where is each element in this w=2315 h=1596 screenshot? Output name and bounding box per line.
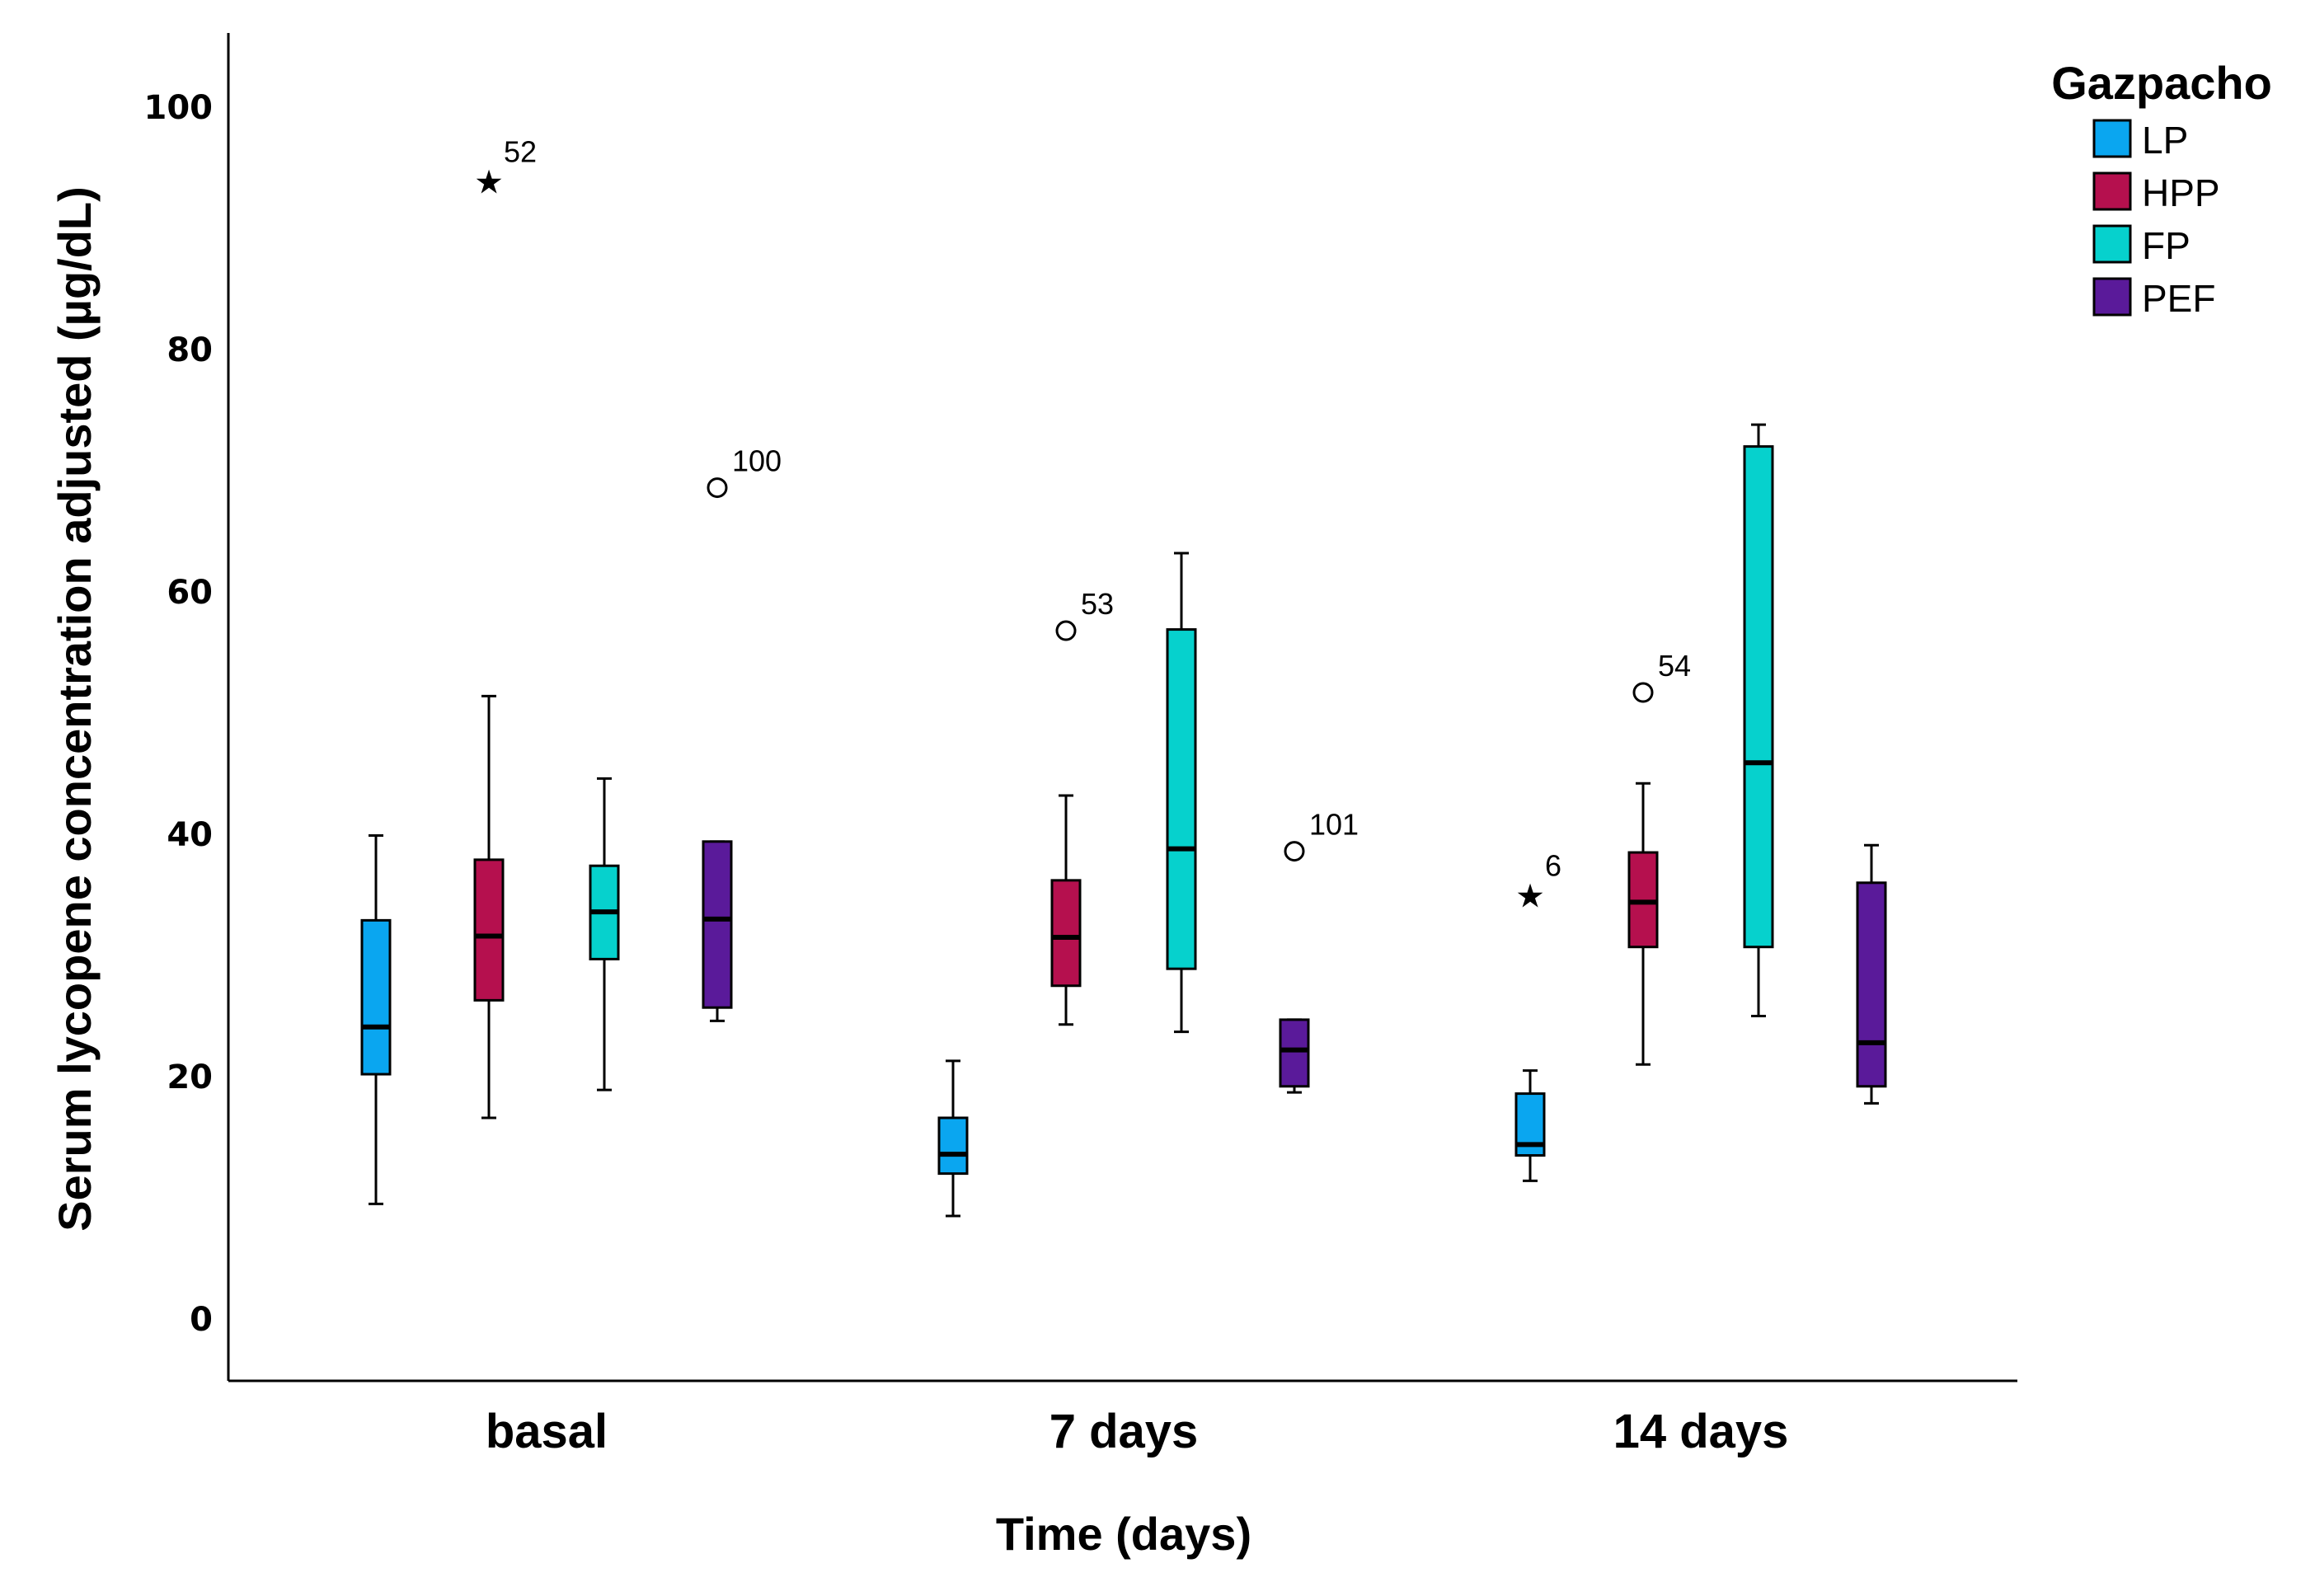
y-tick-label: 40 bbox=[167, 816, 213, 854]
box-rect bbox=[1743, 445, 1774, 949]
box-rect bbox=[1856, 881, 1887, 1088]
box-FP-0 bbox=[589, 777, 620, 1091]
legend-swatch-HPP bbox=[2092, 171, 2132, 211]
box-FP-2 bbox=[1743, 423, 1774, 1017]
box-LP-1 bbox=[937, 1059, 969, 1218]
y-tick-label: 0 bbox=[190, 1301, 213, 1339]
box-PEF-2 bbox=[1856, 843, 1887, 1105]
legend-swatch-LP bbox=[2092, 119, 2132, 158]
y-axis-ticks: 0 20 40 60 80 100 bbox=[144, 89, 214, 1339]
x-category-label: 14 days bbox=[1613, 1405, 1789, 1458]
legend-swatch-FP bbox=[2092, 224, 2132, 264]
box-rect bbox=[1166, 628, 1197, 970]
x-category-label: basal bbox=[486, 1405, 608, 1458]
outlier-circle-marker bbox=[1055, 620, 1077, 641]
outlier-label: 53 bbox=[1081, 587, 1114, 621]
legend: Gazpacho LP HPP FP PEF bbox=[2051, 57, 2272, 320]
outlier-star-marker: ★ bbox=[474, 164, 504, 202]
box-rect bbox=[473, 858, 505, 1002]
outlier-label: 100 bbox=[732, 444, 782, 478]
outlier-label: 101 bbox=[1309, 808, 1359, 842]
y-tick-label: 80 bbox=[167, 331, 213, 369]
outlier-star-marker: ★ bbox=[1515, 878, 1545, 916]
y-tick-label: 20 bbox=[167, 1059, 213, 1096]
outlier-label: 52 bbox=[504, 135, 537, 169]
box-LP-2: ★6 bbox=[1514, 849, 1561, 1182]
box-rect bbox=[1279, 1018, 1310, 1088]
box-rect bbox=[1050, 879, 1082, 988]
box-rect bbox=[937, 1116, 969, 1176]
x-category-label: 7 days bbox=[1049, 1405, 1199, 1458]
box-PEF-0: 100 bbox=[702, 444, 782, 1022]
box-rect bbox=[702, 840, 733, 1009]
box-HPP-1: 53 bbox=[1050, 587, 1114, 1026]
box-rect bbox=[360, 918, 392, 1076]
box-LP-0 bbox=[360, 833, 392, 1205]
legend-swatch-PEF bbox=[2092, 277, 2132, 317]
axes bbox=[227, 33, 2017, 1382]
box-PEF-1: 101 bbox=[1279, 808, 1359, 1094]
legend-label-FP: FP bbox=[2142, 224, 2191, 267]
box-HPP-0: ★52 bbox=[473, 135, 537, 1120]
outlier-label: 6 bbox=[1545, 849, 1561, 883]
box-HPP-2: 54 bbox=[1627, 649, 1691, 1066]
legend-title: Gazpacho bbox=[2051, 57, 2272, 109]
outlier-label: 54 bbox=[1658, 649, 1691, 683]
x-axis-categories: basal 7 days 14 days bbox=[486, 1405, 1789, 1458]
legend-label-PEF: PEF bbox=[2142, 277, 2215, 320]
outlier-circle-marker bbox=[707, 477, 728, 499]
y-axis-title: Serum lycopene concentration adjusted (µ… bbox=[49, 186, 101, 1232]
outlier-circle-marker bbox=[1284, 841, 1305, 862]
box-FP-1 bbox=[1166, 552, 1197, 1034]
legend-label-HPP: HPP bbox=[2142, 171, 2220, 214]
outlier-circle-marker bbox=[1632, 682, 1654, 703]
y-tick-label: 100 bbox=[144, 89, 214, 127]
legend-label-LP: LP bbox=[2142, 119, 2188, 162]
y-tick-label: 60 bbox=[167, 574, 213, 612]
x-axis-title: Time (days) bbox=[996, 1508, 1251, 1560]
